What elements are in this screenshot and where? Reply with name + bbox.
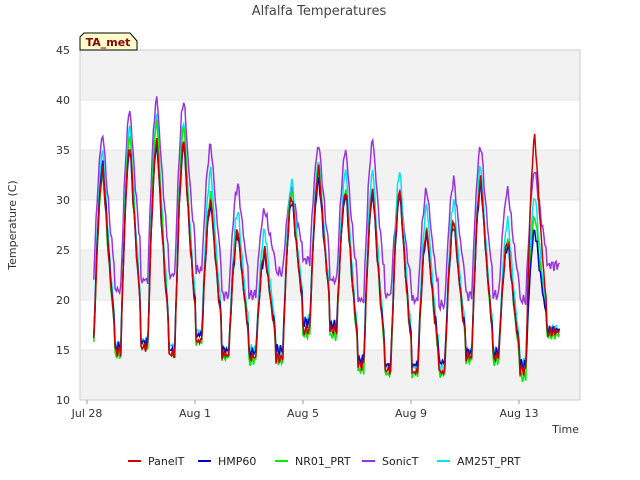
x-tick-label: Aug 1 bbox=[179, 407, 211, 420]
x-tick-label: Aug 5 bbox=[287, 407, 319, 420]
legend-item-am25t-prt: AM25T_PRT bbox=[437, 455, 521, 468]
legend-item-sonict: SonicT bbox=[362, 455, 419, 468]
y-tick-label: 15 bbox=[56, 344, 70, 357]
plot-band bbox=[80, 50, 580, 100]
legend-label: PanelT bbox=[148, 455, 185, 468]
y-tick-label: 10 bbox=[56, 394, 70, 407]
y-tick-label: 30 bbox=[56, 194, 70, 207]
x-tick-label: Aug 13 bbox=[500, 407, 539, 420]
chart-title: Alfalfa Temperatures bbox=[252, 4, 387, 19]
plot-band bbox=[80, 100, 580, 150]
x-axis-label: Time bbox=[551, 423, 579, 436]
series-layer bbox=[93, 96, 561, 382]
legend-item-panelt: PanelT bbox=[128, 455, 185, 468]
y-tick-label: 45 bbox=[56, 44, 70, 57]
legend-label: AM25T_PRT bbox=[457, 455, 521, 468]
tag-label: TA_met bbox=[79, 32, 138, 51]
legend-item-hmp60: HMP60 bbox=[198, 455, 256, 468]
series-line-sonict bbox=[93, 96, 561, 313]
plot-frame bbox=[79, 49, 581, 401]
y-tick-label: 40 bbox=[56, 94, 70, 107]
legend-label: NR01_PRT bbox=[295, 455, 351, 468]
tag-text: TA_met bbox=[86, 36, 131, 49]
x-axis-ticks: Jul 28 Aug 1 Aug 5 Aug 9 Aug 13 bbox=[71, 400, 539, 420]
legend-label: SonicT bbox=[382, 455, 419, 468]
legend-item-nr01-prt: NR01_PRT bbox=[275, 455, 351, 468]
legend: PanelT HMP60 NR01_PRT SonicT AM25T_PRT bbox=[128, 455, 521, 468]
y-tick-label: 20 bbox=[56, 294, 70, 307]
series-line-panelt bbox=[93, 133, 561, 377]
legend-label: HMP60 bbox=[218, 455, 256, 468]
y-axis-label: Temperature (C) bbox=[6, 180, 19, 270]
y-tick-label: 25 bbox=[56, 244, 70, 257]
y-tick-label: 35 bbox=[56, 144, 70, 157]
tag-box bbox=[79, 32, 138, 51]
x-tick-label: Aug 9 bbox=[395, 407, 427, 420]
plot-band bbox=[80, 350, 580, 400]
x-tick-label: Jul 28 bbox=[71, 407, 103, 420]
y-axis-ticks: 10 15 20 25 30 35 40 45 bbox=[56, 44, 70, 407]
